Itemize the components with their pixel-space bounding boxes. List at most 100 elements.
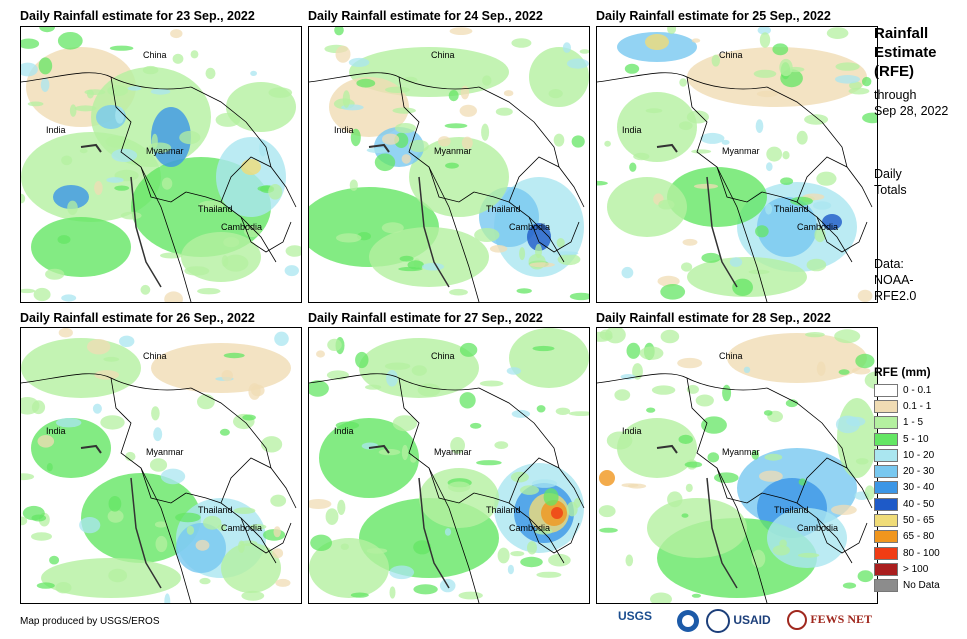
rainfall-patch — [242, 414, 256, 421]
country-border — [528, 216, 580, 253]
rainfall-patch — [621, 266, 634, 279]
rainfall-patch — [460, 85, 470, 100]
rainfall-area — [599, 470, 615, 486]
rainfall-patch — [568, 411, 589, 416]
rainfall-patch — [413, 540, 432, 555]
rainfall-patch — [261, 436, 283, 453]
rainfall-patch — [573, 498, 581, 508]
legend-swatch — [874, 448, 898, 462]
rainfall-patch — [37, 435, 55, 448]
rainfall-patch — [55, 582, 72, 594]
rainfall-patch — [401, 154, 411, 164]
country-border — [240, 517, 292, 554]
rainfall-patch — [241, 590, 265, 601]
legend-label: 1 - 5 — [903, 417, 924, 429]
rainfall-patch — [160, 468, 186, 485]
rainfall-patch — [385, 86, 410, 93]
rainfall-patch — [327, 338, 342, 351]
rainfall-patch — [536, 405, 546, 413]
rainfall-patch — [249, 524, 267, 530]
rainfall-patch — [782, 151, 790, 160]
rainfall-patch — [190, 50, 199, 59]
rainfall-patch — [556, 238, 565, 248]
country-border — [716, 467, 768, 603]
map-svg: China India Myanmar Thailand Cambodia — [597, 328, 877, 603]
rainfall-patch — [448, 481, 471, 493]
map-label-thailand: Thailand — [486, 204, 521, 214]
rainfall-patch — [450, 437, 465, 454]
coastline — [706, 477, 738, 589]
rainfall-patch — [633, 152, 650, 161]
country-border — [478, 387, 560, 469]
rainfall-patch — [864, 371, 877, 389]
rainfall-patch — [153, 427, 163, 442]
rainfall-patch — [751, 450, 760, 460]
rainfall-patch — [238, 540, 245, 553]
rainfall-area — [767, 508, 847, 568]
rainfall-patch — [624, 63, 640, 74]
country-border — [110, 76, 187, 203]
rainfall-patch — [857, 289, 873, 302]
rainfall-patch — [444, 123, 468, 129]
map-label-thailand: Thailand — [198, 505, 233, 515]
map-label-china: China — [431, 50, 455, 60]
rainfall-patch — [757, 27, 771, 35]
rainfall-patch — [221, 370, 233, 382]
panel-title-26: Daily Rainfall estimate for 26 Sep., 202… — [20, 311, 255, 325]
data-source: Data: NOAA- RFE2.0 — [874, 256, 916, 304]
rainfall-area — [527, 223, 551, 251]
rainfall-area — [53, 185, 89, 209]
rainfall-patch — [195, 539, 210, 551]
rainfall-patch — [806, 258, 827, 272]
rainfall-patch — [223, 254, 249, 272]
rainfall-patch — [107, 85, 128, 97]
map-svg: China India Myanmar Thailand Cambodia — [21, 328, 301, 603]
rainfall-patch — [107, 509, 124, 523]
rainfall-patch — [660, 329, 680, 344]
rainfall-patch — [555, 407, 571, 415]
rainfall-patch — [46, 463, 53, 472]
map-label-thailand: Thailand — [486, 505, 521, 515]
legend-label: 5 - 10 — [903, 433, 929, 445]
country-border — [110, 377, 187, 504]
rainfall-patch — [170, 29, 183, 39]
rainfall-patch — [444, 528, 452, 536]
rainfall-patch — [250, 70, 257, 76]
country-border — [508, 156, 585, 208]
rainfall-patch — [172, 53, 184, 64]
legend-item: 65 - 80 — [874, 529, 940, 545]
country-border — [686, 377, 763, 504]
rainfall-patch — [74, 105, 97, 112]
rainfall-patch — [221, 255, 229, 267]
coastline — [130, 176, 162, 288]
map-label-india: India — [334, 125, 354, 135]
country-border — [398, 76, 475, 203]
rainfall-patch — [309, 380, 329, 397]
rainfall-patch — [355, 351, 369, 369]
rainfall-patch — [834, 329, 861, 344]
rainfall-patch — [562, 42, 571, 53]
rainfall-patch — [86, 89, 94, 99]
rainfall-area — [509, 328, 589, 388]
country-border — [220, 156, 297, 208]
rainfall-patch — [461, 136, 473, 150]
map-label-india: India — [622, 426, 642, 436]
rainfall-patch — [805, 332, 825, 338]
rainfall-area — [822, 214, 842, 230]
daily-label: Daily — [874, 167, 902, 181]
rainfall-patch — [33, 287, 51, 302]
rainfall-patch — [334, 27, 344, 36]
country-border — [796, 156, 873, 208]
legend-swatch — [874, 432, 898, 446]
rainfall-patch — [732, 278, 753, 296]
rainfall-patch — [627, 483, 647, 489]
rainfall-patch — [855, 353, 875, 369]
rainfall-patch — [748, 269, 770, 275]
rainfall-area — [21, 338, 141, 398]
rainfall-patch — [413, 584, 438, 595]
map-label-cambodia: Cambodia — [509, 523, 550, 533]
rainfall-area — [529, 47, 589, 107]
rainfall-patch — [31, 514, 47, 522]
rainfall-patch — [766, 162, 773, 172]
rainfall-patch — [606, 431, 633, 450]
